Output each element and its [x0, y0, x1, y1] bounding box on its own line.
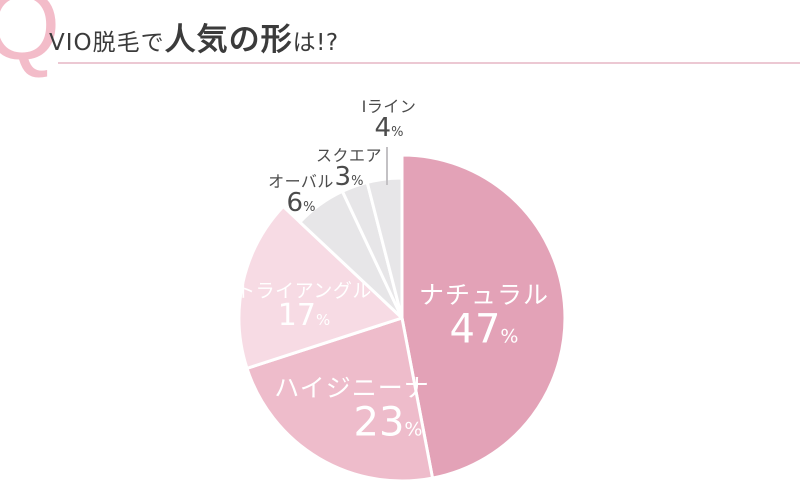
- pie-slice-hygienina: [245, 316, 435, 483]
- pie-chart: [237, 153, 567, 483]
- title-suffix: は!?: [292, 30, 339, 56]
- title-underline: [58, 62, 800, 64]
- title-emphasis: 人気の形: [164, 22, 293, 58]
- pie-slice-natural: [400, 153, 567, 480]
- pie-slice-iline: [365, 176, 404, 320]
- pie-slice-triangle: [237, 204, 404, 370]
- iline-leader-line: [386, 147, 388, 185]
- page-title: VIO脱毛で 人気の形 は!?: [49, 14, 339, 59]
- header: Q VIO脱毛で 人気の形 は!?: [0, 0, 800, 80]
- title-prefix: VIO脱毛で: [49, 30, 165, 56]
- question-mark-decoration: Q: [0, 0, 61, 80]
